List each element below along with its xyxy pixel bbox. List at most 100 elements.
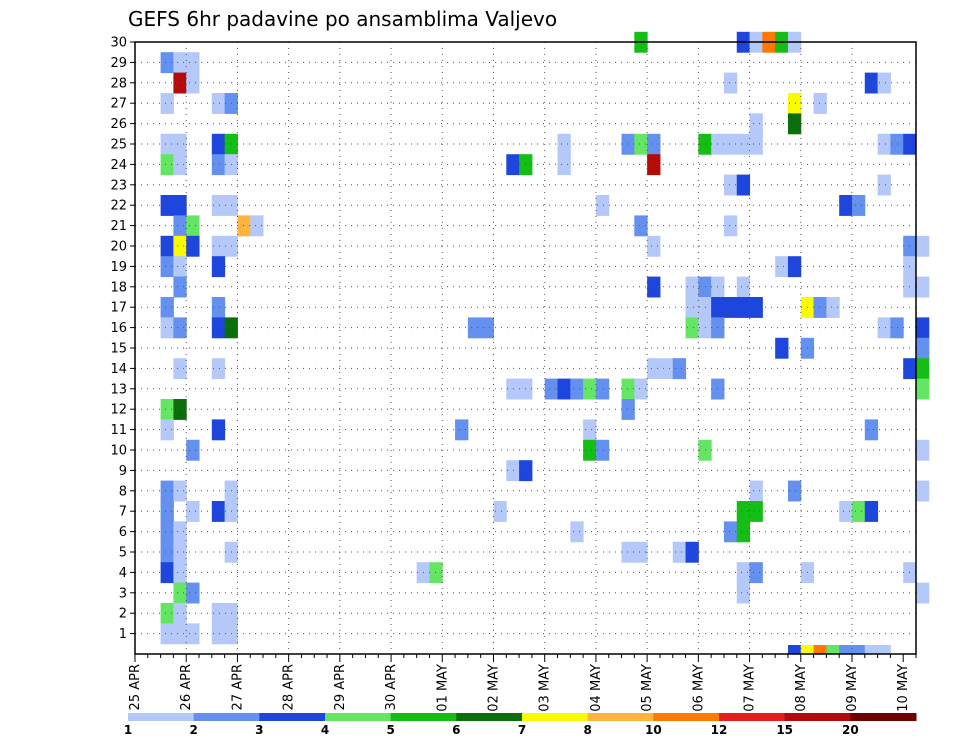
- heatmap-cell: [186, 501, 200, 522]
- y-tick-label: 6: [119, 525, 127, 540]
- heatmap-cell: [634, 541, 648, 563]
- heatmap-cell: [250, 215, 264, 237]
- y-tick-label: 16: [110, 321, 127, 336]
- heatmap-cell: [877, 133, 891, 155]
- heatmap-cell: [634, 215, 648, 237]
- heatmap-cell: [736, 562, 751, 584]
- x-tick-label: 29 APR: [333, 664, 348, 710]
- y-tick-label: 26: [110, 117, 127, 132]
- x-tick-label: 26 APR: [179, 664, 194, 710]
- colorbar-label: 5: [386, 723, 394, 737]
- heatmap-cell: [749, 113, 763, 135]
- y-tick-label: 24: [110, 158, 127, 173]
- heatmap-cell: [173, 623, 187, 645]
- heatmap-cell: [211, 297, 226, 318]
- heatmap-cell: [723, 521, 738, 543]
- heatmap-cell: [621, 541, 635, 563]
- heatmap-cell: [826, 297, 840, 318]
- colorbar-label: 8: [583, 723, 591, 737]
- heatmap-cell: [173, 562, 187, 584]
- y-tick-label: 22: [110, 199, 127, 214]
- heatmap-cell: [160, 256, 174, 278]
- colorbar-swatch: [456, 713, 523, 721]
- heatmap-cell: [864, 501, 879, 522]
- heatmap-cell: [173, 133, 187, 155]
- heatmap-cell: [749, 480, 763, 502]
- heatmap-cell: [173, 154, 187, 176]
- y-tick-label: 4: [119, 566, 127, 581]
- heatmap-cell: [186, 52, 200, 74]
- heatmap-cell: [672, 358, 687, 380]
- heatmap-cell: [160, 297, 174, 318]
- x-tick-label: 04 MAY: [589, 664, 604, 712]
- heatmap-cell: [723, 215, 738, 237]
- heatmap-cell: [916, 317, 930, 339]
- heatmap-cell: [211, 358, 226, 380]
- y-tick-label: 19: [110, 260, 127, 275]
- heatmap-cell: [173, 235, 187, 257]
- heatmap-cell: [160, 501, 174, 522]
- colorbar-label: 7: [518, 723, 526, 737]
- heatmap-cell: [736, 174, 751, 196]
- heatmap-cell: [621, 399, 635, 420]
- y-tick-label: 28: [110, 76, 127, 91]
- heatmap-cell: [634, 133, 648, 155]
- colorbar-swatch: [784, 713, 851, 721]
- heatmap-cell: [698, 297, 712, 318]
- x-axis-ticks: 25 APR 26 APR 27 APR 28 APR 29 APR 30 APR 01 M…: [128, 654, 917, 712]
- heatmap-cell: [621, 378, 635, 400]
- heatmap-cell: [186, 235, 200, 257]
- heatmap-cell: [160, 521, 174, 543]
- heatmap-cell: [698, 276, 712, 298]
- heatmap-cell: [211, 501, 226, 522]
- heatmap-cell: [736, 133, 751, 155]
- heatmap-cell: [429, 562, 443, 584]
- heatmap-cell: [583, 419, 597, 441]
- heatmap-cell: [160, 235, 174, 257]
- heatmap-cell: [787, 645, 802, 654]
- heatmap-cell: [173, 276, 187, 298]
- heatmap-cell: [787, 93, 802, 114]
- heatmap-cell: [455, 419, 469, 441]
- x-tick-label: 27 APR: [230, 664, 245, 710]
- colorbar-swatch: [390, 713, 457, 721]
- heatmap-cell: [211, 623, 226, 645]
- heatmap-cell: [186, 439, 200, 461]
- heatmap-cell: [877, 317, 891, 339]
- x-tick-label: 30 APR: [384, 664, 399, 710]
- heatmap-cell: [647, 154, 661, 176]
- heatmap-cell: [916, 480, 930, 502]
- heatmap-cell: [173, 521, 187, 543]
- heatmap-cell: [173, 603, 187, 624]
- heatmap-cell: [916, 235, 930, 257]
- heatmap-cell: [647, 133, 661, 155]
- colorbar-swatch: [128, 713, 195, 721]
- heatmap-cell: [595, 439, 610, 461]
- heatmap-cell: [595, 378, 610, 400]
- heatmap-cell: [211, 195, 226, 216]
- heatmap-cell: [864, 419, 879, 441]
- heatmap-cell: [160, 52, 174, 74]
- heatmap-cell: [749, 562, 763, 584]
- heatmap-cell: [506, 154, 520, 176]
- heatmap-cell: [211, 256, 226, 278]
- heatmap-cell: [787, 256, 802, 278]
- heatmap-cell: [736, 501, 751, 522]
- heatmap-cells: [160, 31, 930, 654]
- x-tick-label: 25 APR: [128, 664, 143, 710]
- heatmap-cell: [813, 645, 827, 654]
- x-tick-label: 07 MAY: [743, 664, 758, 712]
- heatmap-cell: [723, 133, 738, 155]
- heatmap-cell: [775, 256, 789, 278]
- y-tick-label: 21: [110, 219, 127, 234]
- heatmap-cell: [186, 623, 200, 645]
- heatmap-cell: [916, 582, 930, 604]
- x-tick-label: 03 MAY: [538, 664, 553, 712]
- heatmap-cell: [851, 645, 866, 654]
- heatmap-cell: [813, 93, 827, 114]
- colorbar-swatch: [193, 713, 260, 721]
- y-tick-label: 23: [110, 178, 127, 193]
- colorbar-swatch: [522, 713, 589, 721]
- heatmap-cell: [211, 154, 226, 176]
- y-tick-label: 9: [119, 464, 127, 479]
